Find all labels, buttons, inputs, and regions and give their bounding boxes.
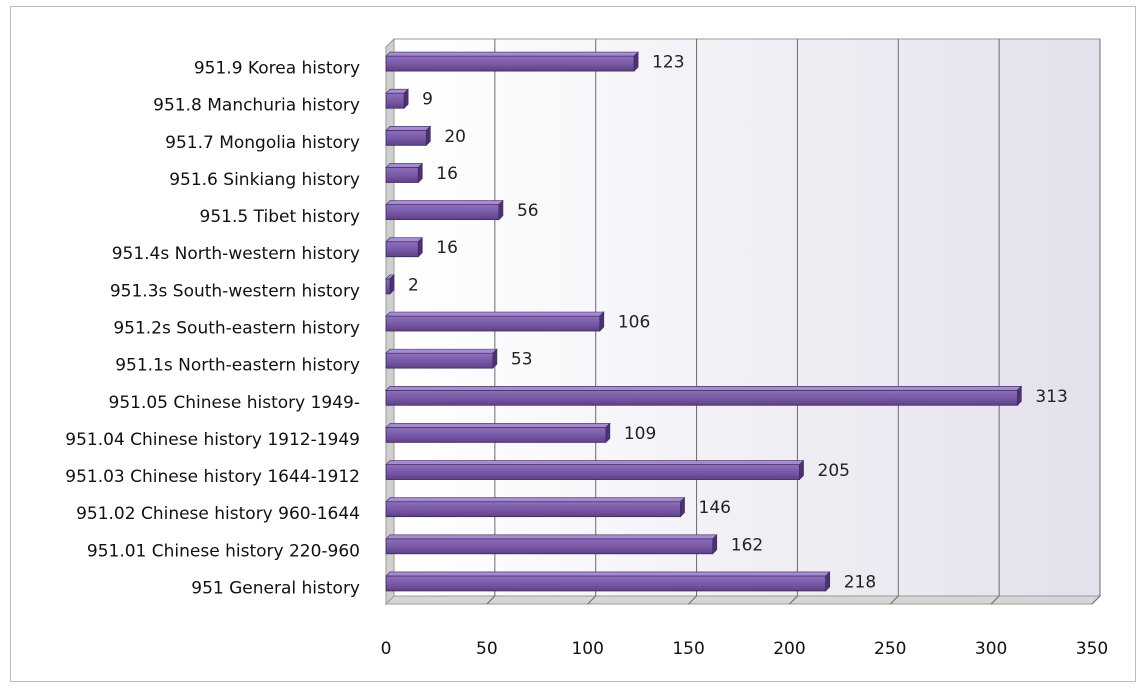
bars — [385, 51, 1023, 592]
x-tick-label: 150 — [672, 639, 704, 659]
value-label: 106 — [618, 313, 650, 333]
value-label: 9 — [422, 90, 433, 110]
bar — [385, 167, 419, 183]
bar-end — [426, 125, 431, 147]
bar — [385, 501, 681, 518]
gridline-floor — [889, 595, 899, 605]
category-label: 951.01 Chinese history 220-960 — [87, 541, 360, 561]
value-label: 162 — [731, 535, 763, 555]
category-label: 951.05 Chinese history 1949- — [109, 393, 360, 413]
category-label: 951.5 Tibet history — [200, 207, 360, 227]
bar-end — [825, 571, 831, 592]
bar — [385, 575, 827, 592]
bar-top — [385, 51, 639, 57]
bar-end — [712, 534, 718, 555]
category-labels: 951.9 Korea history 951.8 Manchuria histo… — [65, 59, 360, 599]
bar-end — [417, 237, 423, 258]
bar — [385, 389, 1018, 406]
bar — [385, 352, 494, 369]
bar — [385, 129, 427, 146]
bar-top — [385, 571, 831, 577]
gridline-floor — [990, 595, 1000, 605]
bar-end — [417, 162, 423, 184]
x-tick-label: 0 — [381, 639, 392, 659]
value-label: 109 — [624, 424, 656, 444]
bar-top — [385, 385, 1023, 391]
category-label: 951.2s South-eastern history — [113, 319, 360, 339]
bar — [385, 92, 405, 109]
value-label: 146 — [699, 498, 731, 518]
bar-end — [680, 496, 685, 518]
value-label: 56 — [517, 201, 539, 221]
bar-end — [605, 422, 611, 444]
bar-top — [385, 460, 805, 465]
x-axis-ticks: 0 50 100 150 200 250 300 350 — [381, 639, 1109, 659]
value-label: 16 — [436, 238, 458, 258]
bar — [385, 426, 607, 443]
bar-end — [799, 459, 804, 481]
bar — [385, 241, 419, 258]
bar — [385, 538, 714, 555]
x-tick-label: 350 — [1076, 639, 1108, 659]
bar — [385, 55, 635, 72]
category-label: 951.1s North-eastern history — [115, 356, 360, 376]
gridline-floor — [688, 595, 697, 605]
bar-top — [385, 163, 423, 168]
bar-end — [389, 274, 395, 295]
bar-top — [385, 200, 504, 205]
category-label: 951.3s South-western history — [110, 281, 360, 301]
bar-end — [633, 51, 639, 72]
x-tick-label: 300 — [975, 639, 1007, 659]
x-tick-label: 200 — [773, 639, 805, 659]
bar-end — [492, 348, 498, 369]
category-label: 951.6 Sinkiang history — [169, 170, 360, 190]
value-label: 2 — [408, 275, 419, 295]
bar-end — [599, 311, 605, 332]
bar-top — [385, 126, 432, 131]
value-label: 123 — [652, 53, 684, 73]
category-label: 951 General history — [191, 578, 360, 598]
bar-end — [403, 88, 409, 109]
bar-top — [385, 423, 611, 428]
gridline-floor — [587, 595, 597, 605]
bar-top — [385, 348, 498, 354]
category-label: 951.7 Mongolia history — [165, 133, 360, 153]
value-label: 16 — [436, 164, 458, 184]
bar-top — [385, 237, 423, 243]
category-label: 951.02 Chinese history 960-1644 — [76, 504, 360, 524]
value-label: 313 — [1035, 387, 1067, 407]
bar — [385, 464, 800, 480]
x-tick-label: 100 — [571, 639, 603, 659]
bar — [385, 204, 500, 221]
category-label: 951.8 Manchuria history — [153, 96, 360, 116]
category-label: 951.03 Chinese history 1644-1912 — [65, 467, 360, 487]
category-label: 951.04 Chinese history 1912-1949 — [65, 430, 360, 450]
value-label: 20 — [444, 127, 466, 147]
value-label: 205 — [818, 461, 850, 481]
bar — [385, 315, 601, 332]
value-label: 53 — [511, 350, 533, 370]
x-tick-label: 250 — [874, 639, 906, 659]
bar-top — [385, 311, 605, 317]
gridline-floor — [1091, 595, 1101, 605]
gridline-floor — [486, 595, 496, 605]
bar-end — [1017, 385, 1022, 406]
category-label: 951.4s North-western history — [112, 244, 360, 264]
bar — [385, 278, 391, 295]
bar-top — [385, 497, 686, 502]
x-tick-label: 50 — [476, 639, 498, 659]
value-label: 218 — [844, 572, 876, 592]
bar-end — [498, 199, 504, 221]
category-label: 951.9 Korea history — [194, 59, 360, 79]
bar-top — [385, 534, 718, 540]
gridline-floor — [789, 595, 798, 605]
